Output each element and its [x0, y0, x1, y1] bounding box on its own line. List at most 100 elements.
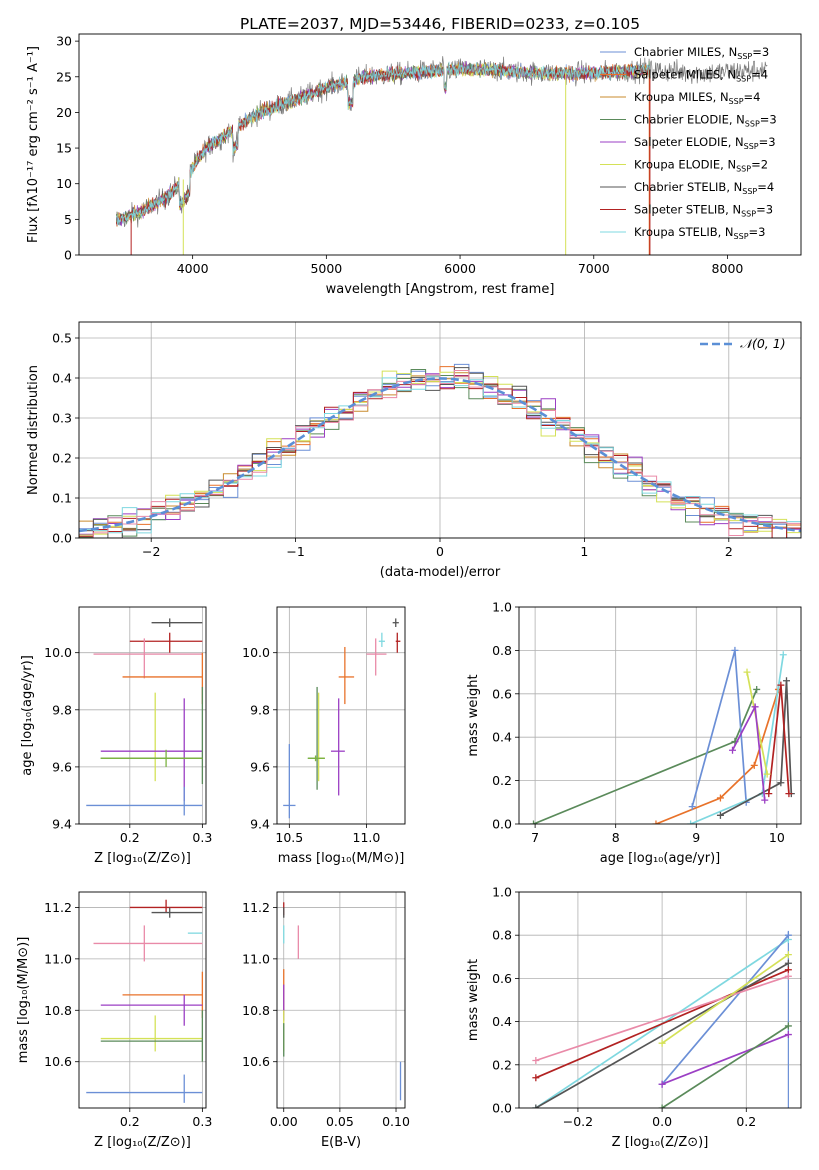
panel-age_vs_Z: 0.2 0.3 9.4 9.6 9.8 10.0 Z [log₁₀(Z/Z⊙)] age [l… [20, 606, 212, 866]
series-marker [716, 811, 724, 819]
series-marker [532, 1104, 540, 1108]
series-marker [731, 646, 739, 654]
y-axis-label: Flux [fλ10⁻¹⁷ erg cm⁻² s⁻¹ A⁻¹] [26, 46, 41, 243]
series-line [731, 703, 766, 801]
x-tick-label: 0.2 [120, 1114, 140, 1129]
series-marker [784, 972, 792, 980]
series-marker [784, 1031, 792, 1039]
x-tick-label: 1 [580, 544, 588, 559]
y-axis-label: age [log₁₀(age/yr)] [20, 655, 35, 776]
spectrum-model-line [116, 62, 650, 223]
series-line [661, 1025, 789, 1108]
y-tick-label: 0.6 [492, 971, 512, 986]
series-marker [530, 820, 538, 824]
plot-area [519, 892, 801, 1108]
legend-label-sub: SSP [736, 165, 751, 174]
axes-frame [276, 606, 406, 825]
y-tick-label: 0.8 [492, 928, 512, 943]
y-tick-label: 9.6 [52, 759, 72, 774]
series-line [661, 1033, 789, 1085]
legend-label-main: Salpeter ELODIE, N [634, 135, 744, 149]
y-axis-label: Normed distribution [26, 365, 41, 495]
x-tick-label: 0.2 [736, 1114, 756, 1129]
series-marker [658, 1104, 666, 1108]
series-marker [532, 1056, 540, 1064]
panel-weight_vs_age: 7 8 9 10 0.0 0.2 0.4 0.6 0.8 1.0 age [log₁₀(age/yr… [466, 600, 802, 866]
panel-spectrum: 4000 5000 6000 7000 8000 0 5 10 15 20 25 30 waveleng… [26, 33, 802, 297]
axes-frame [78, 891, 207, 1109]
spectrum-model-line [116, 62, 650, 226]
series-marker [743, 668, 751, 676]
y-tick-label: 25 [56, 69, 72, 84]
series-line [719, 680, 793, 817]
panel-age_vs_mass: 10.5 11.0 9.4 9.6 9.8 10.0 mass [log₁₀(M/M⊙)] [242, 606, 406, 866]
x-tick-label: 0 [436, 544, 444, 559]
plot-area [79, 607, 206, 824]
y-tick-label: 0.0 [492, 817, 512, 832]
legend-label-value: =3 [756, 203, 773, 217]
legend-label-value: =3 [749, 225, 766, 239]
y-tick-label: 0.2 [52, 451, 72, 466]
x-tick-label: 6000 [444, 261, 476, 276]
x-tick-label: 7 [531, 830, 539, 845]
x-axis-label: E(B-V) [321, 1135, 361, 1150]
legend-label-sub: SSP [744, 142, 759, 151]
y-tick-label: 5 [64, 212, 72, 227]
plot-area [519, 607, 801, 824]
y-tick-label: 0.5 [52, 331, 72, 346]
series-marker [763, 770, 771, 778]
histogram-step [79, 370, 801, 538]
legend-label-sub: SSP [742, 187, 757, 196]
series-marker [729, 746, 737, 754]
legend-label: Salpeter ELODIE, NSSP=3 [634, 135, 776, 151]
x-tick-label: −1 [286, 544, 304, 559]
legend-label-main: Kroupa ELODIE, N [634, 158, 736, 172]
normal-curve [79, 377, 801, 533]
legend-label-value: =4 [751, 68, 768, 82]
series-marker [784, 951, 792, 959]
y-tick-label: 0.2 [492, 1057, 512, 1072]
legend-label-main: Chabrier ELODIE, N [634, 113, 745, 127]
y-tick-label: 10.0 [44, 645, 72, 660]
series-marker [777, 779, 785, 787]
legend-label-sub: SSP [729, 97, 744, 106]
legend-label: Kroupa ELODIE, NSSP=2 [634, 158, 768, 174]
y-tick-label: 0.4 [492, 730, 512, 745]
y-tick-label: 0.2 [492, 773, 512, 788]
series-marker [784, 959, 792, 967]
legend-label-value: =3 [759, 135, 776, 149]
spectrum-model-line [116, 61, 650, 226]
series-marker [658, 1039, 666, 1047]
legend-label: Kroupa MILES, NSSP=4 [634, 90, 760, 106]
legend-label-sub: SSP [741, 210, 756, 219]
legend-label: Chabrier ELODIE, NSSP=3 [634, 113, 777, 129]
y-tick-label: 9.8 [250, 702, 270, 717]
y-tick-label: 0.4 [492, 1014, 512, 1029]
spectrum-model-line [116, 61, 650, 227]
series-marker [753, 685, 761, 693]
axes-frame [78, 606, 207, 825]
axes-frame [518, 891, 802, 1109]
x-tick-label: 11.0 [353, 830, 381, 845]
spectrum-model-line [116, 62, 650, 226]
legend-label: Salpeter STELIB, NSSP=3 [634, 203, 773, 219]
axes-frame [78, 33, 802, 256]
plot-area [79, 892, 206, 1108]
series-marker [658, 1080, 666, 1088]
x-axis-label: Z [log₁₀(Z/Z⊙)] [94, 851, 191, 866]
series-marker [532, 1074, 540, 1082]
y-tick-label: 0.6 [492, 686, 512, 701]
series-marker [785, 790, 793, 798]
x-tick-label: 9 [692, 830, 700, 845]
y-tick-label: 10.6 [44, 1054, 72, 1069]
series-marker [761, 796, 769, 804]
legend-label-main: Chabrier MILES, N [634, 45, 737, 59]
series-marker [777, 681, 785, 689]
x-axis-label: Z [log₁₀(Z/Z⊙)] [612, 1135, 709, 1150]
series-line [535, 975, 789, 1062]
y-tick-label: 0 [64, 248, 72, 263]
plot-area [277, 892, 405, 1108]
legend-label: Chabrier STELIB, NSSP=4 [634, 180, 774, 196]
legend-label: Salpeter MILES, NSSP=4 [634, 68, 768, 84]
